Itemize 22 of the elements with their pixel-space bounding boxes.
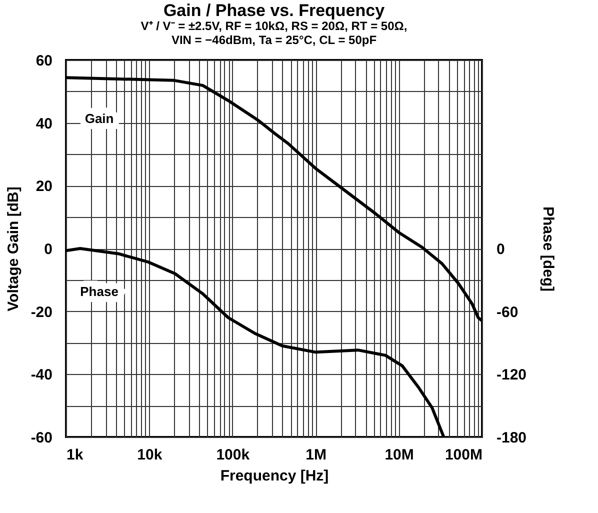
y-tick-label: 60 bbox=[36, 52, 52, 70]
x-tick-label: 10k bbox=[137, 446, 163, 464]
y2-tick-label: -120 bbox=[496, 366, 527, 384]
y-tick-label: 40 bbox=[36, 115, 52, 132]
y2-tick-label: -180 bbox=[496, 430, 527, 446]
x-tick-label: 1M bbox=[306, 446, 327, 464]
y-axis-title: Voltage Gain [dB] bbox=[4, 186, 22, 312]
y2-axis-title: Phase [deg] bbox=[540, 206, 557, 292]
chart-subtitle: V⁺ / V⁻ = ±2.5V, RF = 10kΩ, RS = 20Ω, RT = 50Ω, VIN = −46dBm, Ta = 25°C, CL = 50pF bbox=[140, 19, 408, 47]
chart-title: Gain / Phase vs. Frequency bbox=[163, 1, 386, 20]
y-tick-label: 0 bbox=[44, 241, 52, 258]
y2-tick-label: 0 bbox=[496, 241, 505, 258]
x-tick-label: 100M bbox=[444, 446, 482, 464]
x-tick-label: 100k bbox=[216, 446, 250, 464]
y-tick-label: 20 bbox=[36, 178, 52, 196]
x-tick-label: 10M bbox=[384, 446, 414, 464]
y2-tick-label: -60 bbox=[496, 304, 518, 321]
x-tick-label: 1k bbox=[66, 446, 84, 464]
y-tick-label: -20 bbox=[30, 304, 52, 321]
y-tick-label: -60 bbox=[30, 430, 52, 446]
x-axis-title: Frequency [Hz] bbox=[220, 468, 329, 484]
y-tick-label: -40 bbox=[30, 366, 52, 384]
